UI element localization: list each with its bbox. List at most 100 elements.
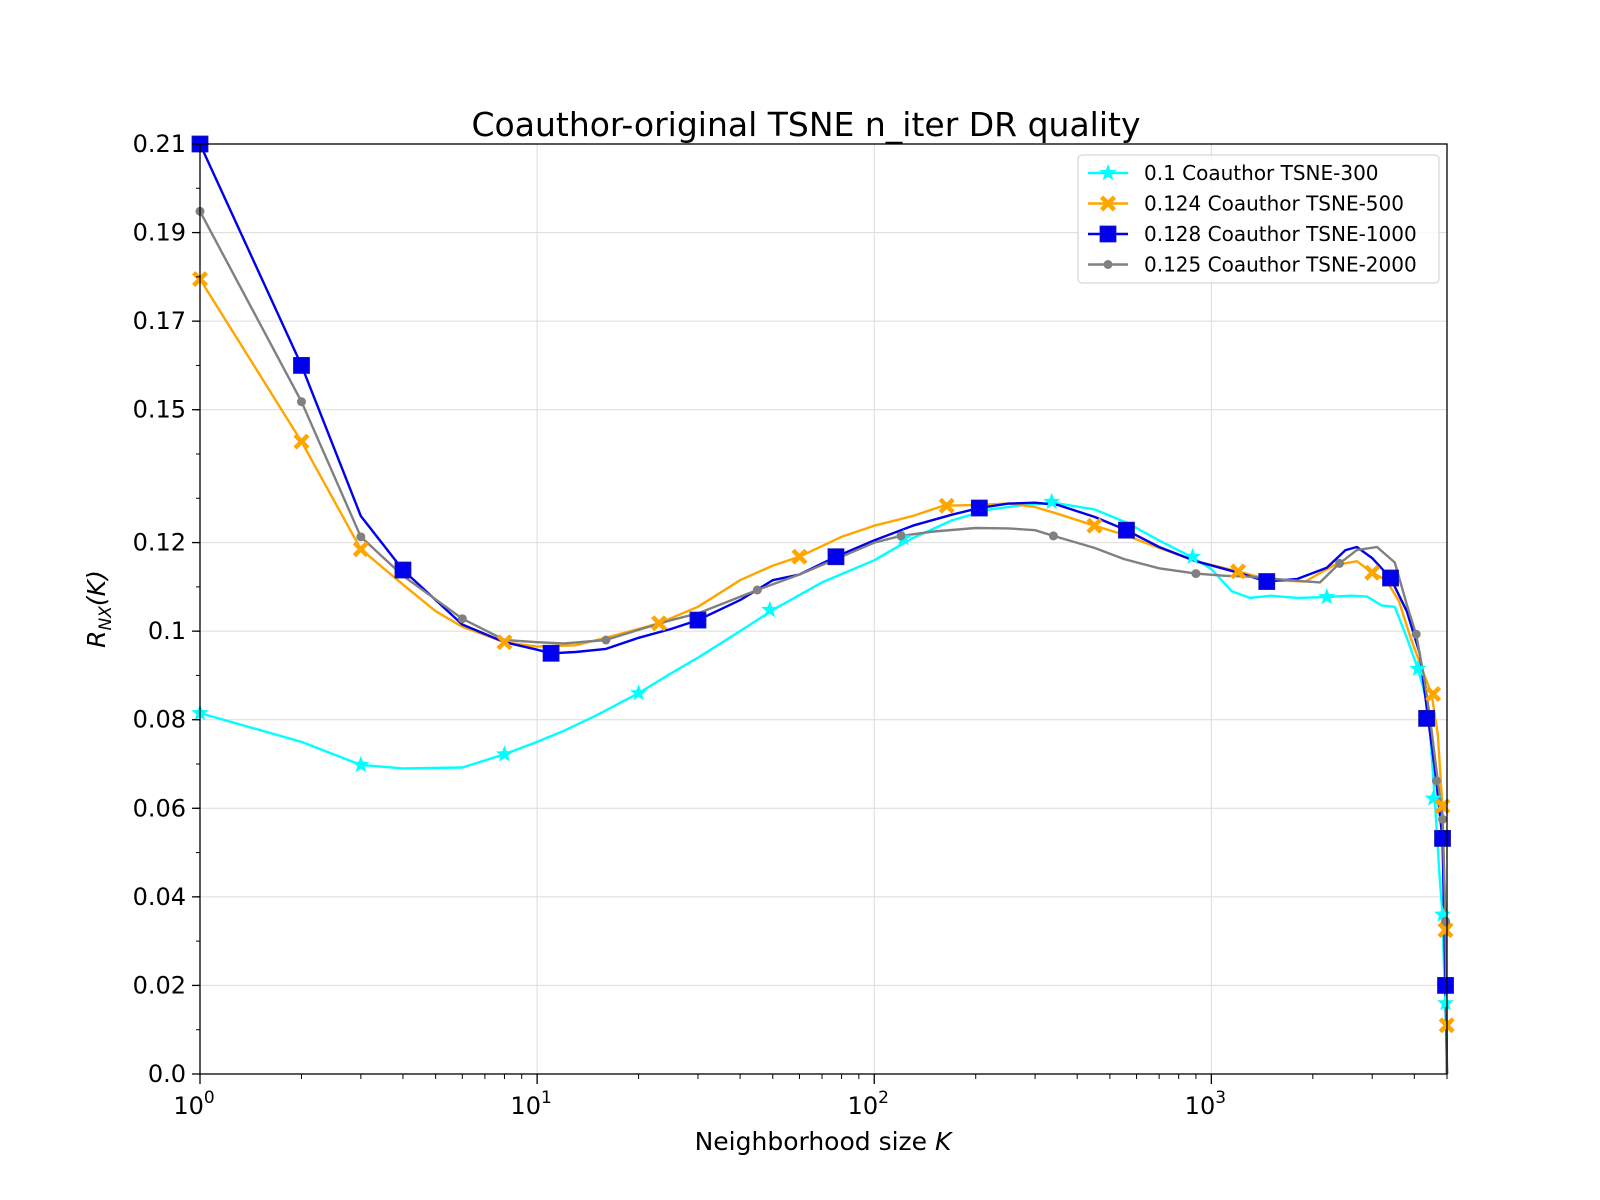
legend-swatch-marker [1099, 225, 1117, 243]
data-point [352, 541, 369, 558]
data-point [630, 684, 648, 701]
data-point [1431, 776, 1441, 786]
data-point [1048, 531, 1058, 541]
data-point [1086, 517, 1103, 534]
data-point [1230, 563, 1247, 580]
series-line-2 [198, 278, 1449, 1075]
chart-title: Coauthor-original TSNE n_iter DR quality [472, 105, 1141, 144]
series-line-4 [198, 210, 1449, 1075]
data-point [1441, 916, 1451, 926]
x-tick-label: 103 [1185, 1088, 1226, 1120]
data-point [1335, 558, 1345, 568]
data-point [1411, 629, 1421, 639]
data-point [1191, 569, 1201, 579]
data-point [394, 561, 412, 579]
data-point [296, 397, 306, 407]
data-point [1425, 686, 1442, 702]
series-markers-2 [192, 271, 1455, 1034]
data-point [1184, 547, 1202, 564]
data-point [352, 755, 370, 773]
legend-swatch-marker [1103, 260, 1113, 269]
data-point [1437, 922, 1454, 939]
data-point [651, 615, 668, 632]
y-tick-label: 0.0 [148, 1060, 186, 1088]
data-point [1043, 492, 1061, 510]
x-tick-base: 10 [510, 1092, 541, 1120]
data-point [542, 644, 560, 662]
x-tick-label: 101 [510, 1088, 551, 1120]
x-tick-label: 100 [173, 1088, 214, 1120]
y-tick-label: 0.17 [133, 307, 186, 335]
legend-entry-2: 0.124 Coauthor TSNE-500 [1088, 192, 1404, 216]
y-tick-label: 0.15 [133, 396, 186, 424]
data-point [1437, 994, 1455, 1011]
y-tick-label: 0.19 [133, 219, 186, 247]
data-point [1364, 564, 1381, 581]
legend-entry-4: 0.125 Coauthor TSNE-2000 [1088, 253, 1417, 277]
y-tick-label: 0.04 [133, 883, 186, 911]
legend-box [1077, 154, 1440, 284]
data-point [827, 548, 845, 566]
x-tick-label: 102 [848, 1088, 889, 1120]
data-point [761, 600, 779, 618]
y-tick-label: 0.12 [133, 529, 186, 557]
legend-label: 0.128 Coauthor TSNE-1000 [1144, 222, 1417, 246]
data-point [1434, 905, 1452, 922]
y-tick-label: 0.06 [133, 794, 186, 822]
x-tick-base: 10 [848, 1092, 879, 1120]
y-tick-label: 0.02 [133, 971, 186, 999]
data-point [496, 634, 513, 651]
data-point [1437, 977, 1454, 994]
data-point [752, 585, 762, 595]
data-point [689, 611, 707, 629]
x-tick-exponent: 0 [204, 1088, 215, 1108]
data-point [1409, 659, 1427, 677]
plot-frame [199, 143, 1448, 1075]
data-point [495, 745, 513, 762]
data-point [293, 433, 310, 450]
data-point [791, 548, 808, 565]
x-tick-exponent: 2 [878, 1088, 889, 1108]
data-point [1382, 569, 1399, 587]
data-point [293, 357, 310, 374]
x-tick-base: 10 [1185, 1092, 1216, 1120]
data-point [1434, 830, 1451, 847]
y-tick-label: 0.21 [133, 130, 186, 158]
data-point [601, 635, 611, 645]
legend-label: 0.125 Coauthor TSNE-2000 [1144, 253, 1417, 277]
series-markers-1 [191, 492, 1455, 1011]
data-point [1258, 573, 1276, 590]
data-point [1424, 789, 1442, 806]
data-point [1318, 588, 1336, 605]
data-point [970, 499, 988, 517]
legend-label: 0.124 Coauthor TSNE-500 [1144, 192, 1404, 216]
data-point [1418, 709, 1436, 727]
data-point [1118, 521, 1135, 539]
x-tick-exponent: 3 [1215, 1088, 1226, 1108]
series-markers-4 [195, 206, 1451, 926]
x-tick-base: 10 [173, 1092, 204, 1120]
legend: 0.1 Coauthor TSNE-300 0.124 Coauthor TSNE… [1077, 154, 1440, 284]
legend-entry-1: 0.1 Coauthor TSNE-300 [1088, 161, 1379, 185]
legend-swatch-marker [1099, 164, 1117, 181]
y-tick-label: 0.08 [133, 706, 186, 734]
series-markers [191, 135, 1455, 1034]
series-line-1 [199, 501, 1449, 1075]
axis-tick-labels: 0.0 0.02 0.04 0.06 0.08 0.1 0.12 0.15 0.17 0.19 0.… [133, 130, 1226, 1120]
data-point [938, 497, 955, 514]
x-tick-exponent: 1 [541, 1088, 552, 1108]
data-point [356, 532, 366, 542]
legend-entry-3: 0.128 Coauthor TSNE-1000 [1088, 222, 1417, 246]
data-point [1438, 814, 1448, 824]
axis-ticks [192, 143, 1448, 1084]
data-point [457, 614, 467, 624]
x-axis-label: Neighborhood size K [695, 1127, 954, 1156]
y-axis-label: RNX(K) [82, 570, 116, 648]
legend-label: 0.1 Coauthor TSNE-300 [1144, 161, 1379, 185]
y-tick-label: 0.1 [148, 617, 186, 645]
legend-swatch-marker [1100, 195, 1116, 212]
series-markers-3 [191, 135, 1454, 994]
data-point [896, 531, 906, 541]
